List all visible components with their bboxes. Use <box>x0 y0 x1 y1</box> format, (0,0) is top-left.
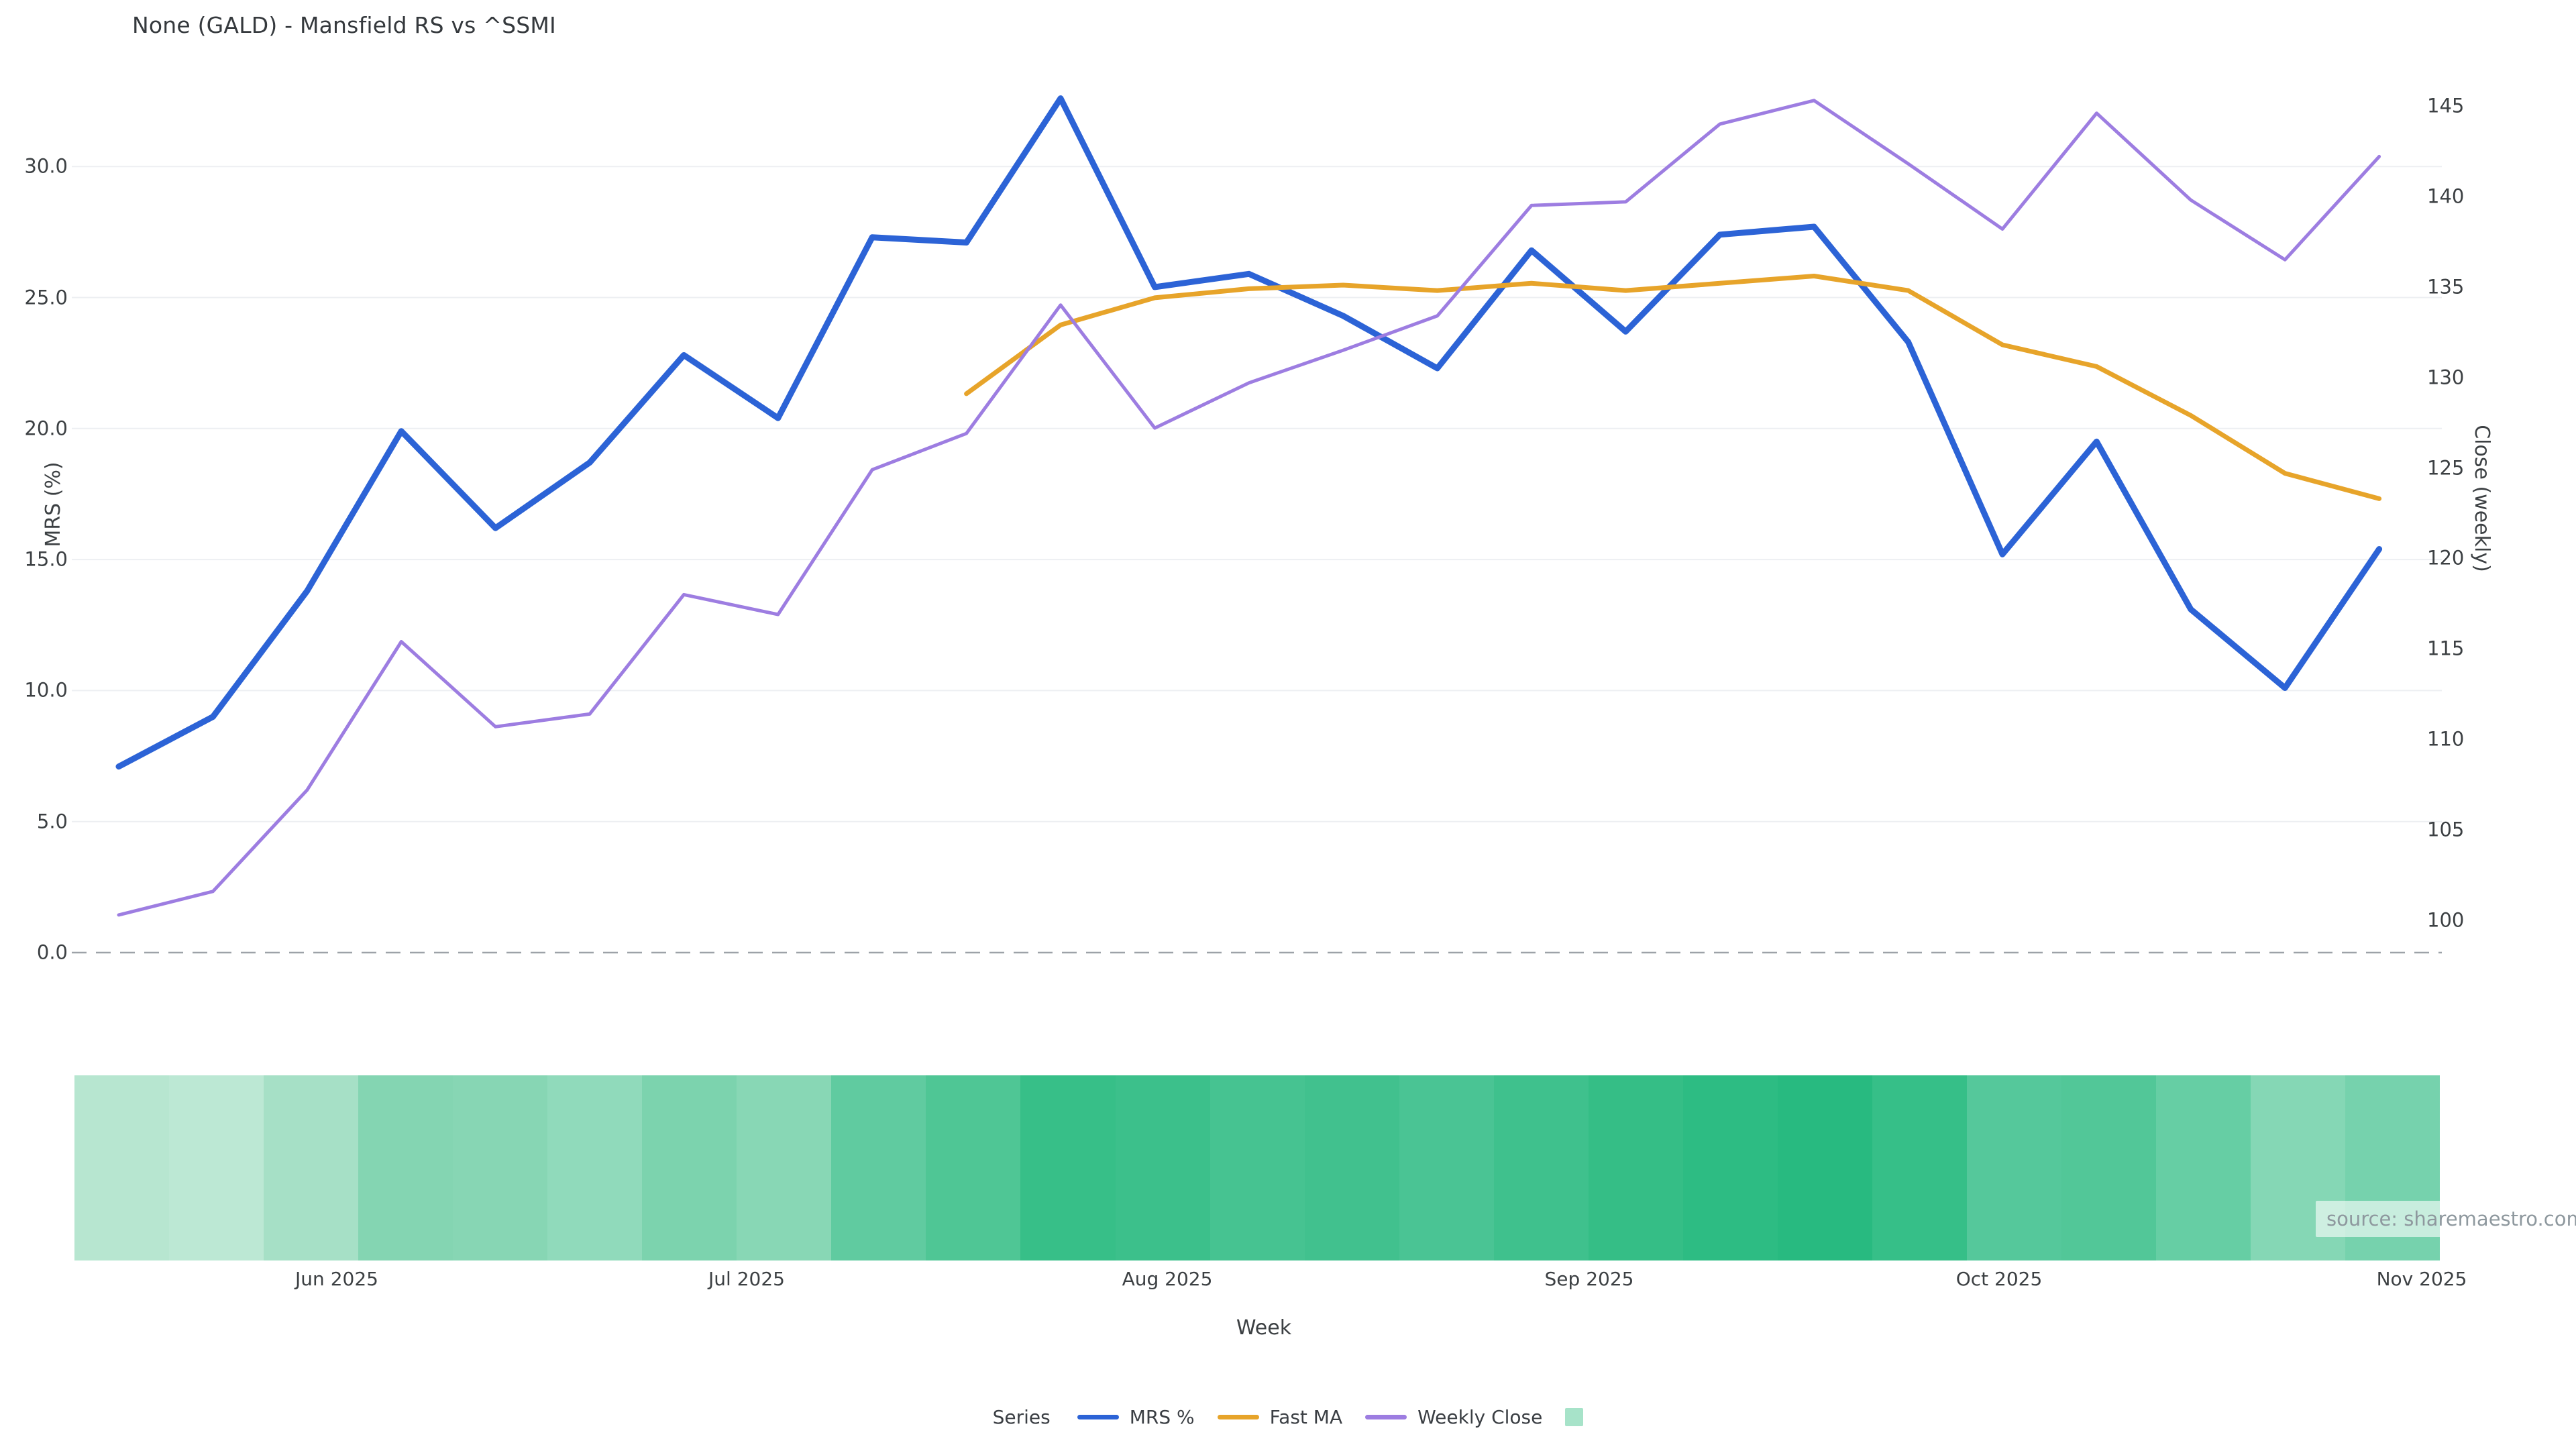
heatmap-cell-10 <box>1020 1075 1116 1260</box>
heatmap-cell-21 <box>2061 1075 2157 1260</box>
y-tick-left: 5.0 <box>36 810 68 833</box>
y-tick-left: 10.0 <box>24 678 68 702</box>
heatmap-cell-18 <box>1777 1075 1872 1260</box>
x-tick: Oct 2025 <box>1955 1268 2043 1290</box>
heatmap-cell-22 <box>2156 1075 2251 1260</box>
x-axis-label: Week <box>1236 1316 1292 1340</box>
heatmap-cell-3 <box>358 1075 453 1260</box>
legend-item-label: Weekly Close <box>1417 1406 1543 1428</box>
heatmap-cell-1 <box>169 1075 264 1260</box>
y-tick-right: 130 <box>2427 366 2465 389</box>
heatmap-cell-4 <box>453 1075 548 1260</box>
heatmap-cell-9 <box>926 1075 1021 1260</box>
heatmap-cell-19 <box>1872 1075 1967 1260</box>
y-tick-right: 115 <box>2427 637 2465 660</box>
y-axis-label-right: Close (weekly) <box>2470 425 2493 572</box>
heatmap-cell-11 <box>1115 1075 1210 1260</box>
legend-item-heatmap <box>1565 1408 1584 1426</box>
heatmap-cell-12 <box>1210 1075 1305 1260</box>
x-tick: Jul 2025 <box>708 1268 785 1290</box>
heatmap-cell-17 <box>1682 1075 1778 1260</box>
legend-item-label: MRS % <box>1129 1406 1195 1428</box>
legend-title: Series <box>992 1406 1051 1428</box>
heatmap-cell-5 <box>547 1075 643 1260</box>
legend-square-swatch <box>1565 1408 1584 1426</box>
x-tick: Sep 2025 <box>1544 1268 1634 1290</box>
heatmap-cell-8 <box>831 1075 926 1260</box>
heatmap-cell-7 <box>737 1075 832 1260</box>
x-tick: Nov 2025 <box>2376 1268 2467 1290</box>
series-line-fast-ma <box>964 274 2382 501</box>
heatmap-cell-16 <box>1588 1075 1683 1260</box>
heatmap-cell-14 <box>1399 1075 1494 1260</box>
heatmap-cell-15 <box>1493 1075 1589 1260</box>
chart-title: None (GALD) - Mansfield RS vs ^SSMI <box>132 12 556 38</box>
legend-item-label: Fast MA <box>1269 1406 1343 1428</box>
y-tick-right: 110 <box>2427 727 2465 751</box>
series-line-weekly-close <box>117 99 2381 917</box>
legend-line-swatch <box>1077 1415 1119 1419</box>
legend-line-swatch <box>1365 1415 1407 1419</box>
y-tick-left: 20.0 <box>24 417 68 440</box>
momentum-heatmap-strip <box>74 1075 2440 1260</box>
heatmap-cell-2 <box>264 1075 359 1260</box>
legend-item-weekly-close: Weekly Close <box>1365 1406 1542 1428</box>
x-tick: Aug 2025 <box>1122 1268 1213 1290</box>
legend-item-mrs-: MRS % <box>1077 1406 1195 1428</box>
y-tick-right: 120 <box>2427 546 2465 570</box>
y-tick-right: 100 <box>2427 908 2465 932</box>
y-tick-left: 0.0 <box>36 941 68 964</box>
legend-item-fast-ma: Fast MA <box>1217 1406 1343 1428</box>
y-tick-right: 135 <box>2427 275 2465 299</box>
series-line-mrs- <box>115 95 2383 770</box>
y-tick-left: 15.0 <box>24 547 68 571</box>
heatmap-cell-20 <box>1966 1075 2061 1260</box>
y-tick-right: 125 <box>2427 456 2465 479</box>
y-tick-left: 25.0 <box>24 286 68 309</box>
y-tick-left: 30.0 <box>24 154 68 178</box>
y-axis-label-left: MRS (%) <box>42 462 66 547</box>
x-tick: Jun 2025 <box>295 1268 378 1290</box>
heatmap-cell-13 <box>1304 1075 1399 1260</box>
y-tick-right: 105 <box>2427 818 2465 841</box>
legend-line-swatch <box>1217 1415 1259 1419</box>
y-tick-right: 145 <box>2427 94 2465 117</box>
legend: Series MRS % Fast MA Weekly Close <box>0 1406 2576 1428</box>
source-watermark: source: sharemaestro.com <box>2316 1201 2576 1237</box>
heatmap-cell-6 <box>642 1075 737 1260</box>
heatmap-cell-0 <box>74 1075 170 1260</box>
y-tick-right: 140 <box>2427 184 2465 208</box>
